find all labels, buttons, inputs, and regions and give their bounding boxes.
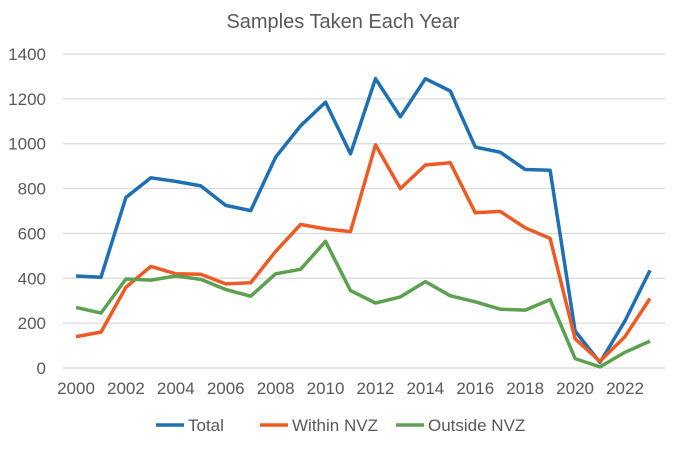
legend: Total Within NVZ Outside NVZ xyxy=(156,416,525,435)
x-tick-label: 2018 xyxy=(506,379,544,398)
y-tick-label: 400 xyxy=(18,269,46,288)
series-line-total xyxy=(75,76,652,365)
legend-label-total: Total xyxy=(188,416,224,435)
x-tick-label: 2002 xyxy=(107,379,145,398)
y-axis: 0 200 400 600 800 1000 1200 1400 xyxy=(8,45,46,378)
x-tick-label: 2008 xyxy=(257,379,295,398)
legend-label-outside-nvz: Outside NVZ xyxy=(428,416,525,435)
chart-title: Samples Taken Each Year xyxy=(226,11,459,33)
x-axis: 2000 2002 2004 2006 2008 2010 2012 2014 2016 2018… xyxy=(57,379,644,398)
series-line-within-nvz xyxy=(75,143,652,364)
y-tick-label: 200 xyxy=(18,314,46,333)
y-tick-label: 600 xyxy=(18,224,46,243)
x-tick-label: 2006 xyxy=(207,379,245,398)
x-tick-label: 2010 xyxy=(307,379,345,398)
y-tick-label: 1200 xyxy=(8,90,46,109)
y-tick-label: 1000 xyxy=(8,135,46,154)
x-tick-label: 2014 xyxy=(406,379,444,398)
x-tick-label: 2016 xyxy=(456,379,494,398)
legend-label-within-nvz: Within NVZ xyxy=(292,416,378,435)
series-line-outside-nvz xyxy=(75,239,651,369)
series-lines xyxy=(75,76,652,369)
x-tick-label: 2012 xyxy=(357,379,395,398)
x-tick-label: 2022 xyxy=(606,379,644,398)
x-tick-label: 2004 xyxy=(157,379,195,398)
y-tick-label: 0 xyxy=(37,359,46,378)
x-tick-label: 2020 xyxy=(556,379,594,398)
y-tick-label: 800 xyxy=(18,180,46,199)
y-tick-label: 1400 xyxy=(8,45,46,64)
x-tick-label: 2000 xyxy=(57,379,95,398)
